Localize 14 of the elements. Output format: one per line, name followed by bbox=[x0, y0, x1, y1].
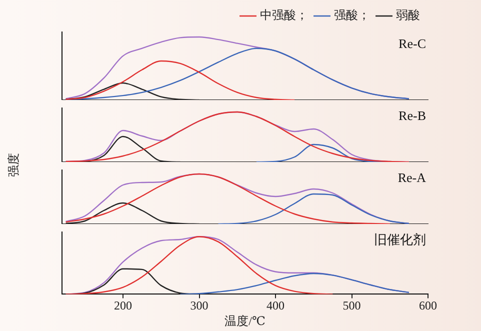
legend-label: 弱酸 bbox=[396, 8, 420, 22]
annotation: Re-A bbox=[398, 170, 427, 185]
x-tick-label: 400 bbox=[266, 298, 284, 313]
x-axis-title: 温度/℃ bbox=[224, 314, 266, 328]
x-tick-label: 200 bbox=[114, 298, 132, 313]
x-tick-label: 300 bbox=[190, 298, 208, 313]
annotation: 旧催化剂 bbox=[374, 232, 426, 247]
annotation: Re-B bbox=[398, 108, 426, 123]
annotation: Re-C bbox=[398, 36, 426, 51]
y-axis-title: 强度 bbox=[6, 153, 22, 177]
legend-label: 中强酸； bbox=[260, 8, 308, 22]
x-tick-label: 600 bbox=[419, 298, 437, 313]
x-tick-label: 500 bbox=[342, 298, 361, 313]
legend-label: 强酸； bbox=[334, 8, 370, 22]
